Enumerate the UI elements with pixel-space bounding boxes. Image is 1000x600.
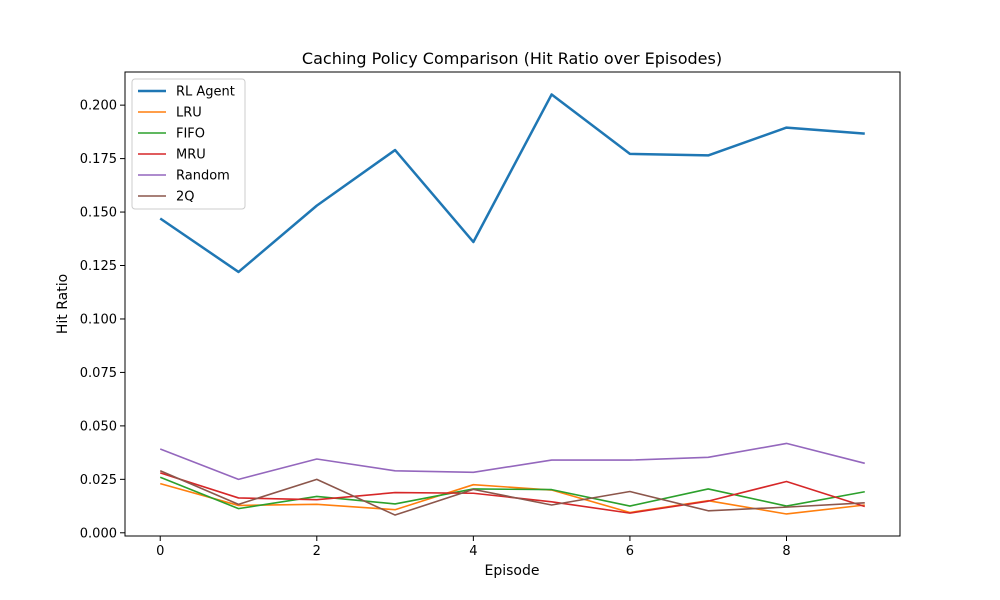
legend-label-lru: LRU bbox=[176, 106, 202, 121]
legend: RL Agent LRU FIFO MRU Random 2Q bbox=[131, 78, 246, 210]
y-tick-label: 0.050 bbox=[80, 419, 117, 434]
y-axis: 0.000 0.025 0.050 0.075 0.100 0.125 0.150 0.175… bbox=[80, 99, 125, 541]
y-axis-label: Hit Ratio bbox=[55, 274, 71, 334]
legend-label-rl-agent: RL Agent bbox=[176, 85, 235, 100]
series-line-2q bbox=[159, 470, 865, 516]
y-tick-label: 0.150 bbox=[80, 206, 117, 221]
y-tick-label: 0.200 bbox=[80, 99, 117, 114]
x-axis: 0 2 4 6 8 bbox=[156, 536, 791, 559]
y-tick-label: 0.175 bbox=[80, 152, 117, 167]
series-line-rl-agent bbox=[159, 93, 865, 274]
y-tick-label: 0.000 bbox=[80, 526, 117, 541]
y-tick-label: 0.075 bbox=[80, 366, 117, 381]
series-line-mru bbox=[159, 472, 866, 514]
x-tick-label: 0 bbox=[156, 544, 164, 559]
legend-label-2q: 2Q bbox=[176, 190, 195, 205]
y-tick-label: 0.100 bbox=[80, 312, 117, 327]
legend-label-mru: MRU bbox=[176, 148, 206, 163]
x-axis-label: Episode bbox=[485, 563, 540, 579]
chart-title: Caching Policy Comparison (Hit Ratio ove… bbox=[302, 49, 722, 68]
series-layer bbox=[159, 93, 866, 516]
y-tick-label: 0.125 bbox=[80, 259, 117, 274]
y-tick-label: 0.025 bbox=[80, 473, 117, 488]
series-line-random bbox=[159, 442, 865, 481]
x-tick-label: 8 bbox=[782, 544, 790, 559]
series-line-fifo bbox=[159, 476, 865, 510]
x-tick-label: 6 bbox=[626, 544, 634, 559]
legend-label-random: Random bbox=[176, 169, 230, 184]
x-tick-label: 4 bbox=[469, 544, 477, 559]
x-tick-label: 2 bbox=[313, 544, 321, 559]
plot-frame bbox=[124, 71, 901, 537]
legend-label-fifo: FIFO bbox=[176, 127, 205, 142]
series-line-lru bbox=[160, 482, 865, 515]
